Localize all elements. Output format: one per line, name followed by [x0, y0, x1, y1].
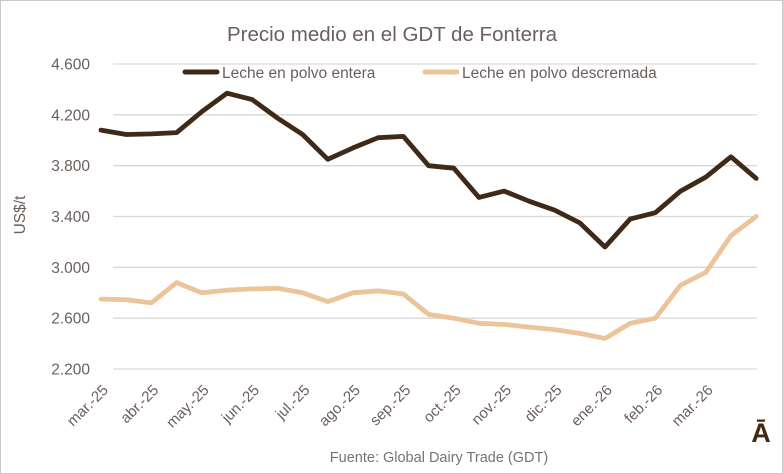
- x-tick-label: jun.-25: [218, 382, 263, 427]
- legend-label-entera: Leche en polvo entera: [222, 65, 376, 82]
- x-tick-label: ago.-25: [316, 382, 364, 430]
- x-tick-label: mar.-26: [669, 382, 717, 430]
- y-tick-label: 3.800: [51, 158, 90, 175]
- series-line-descremada: [98, 214, 759, 341]
- x-tick-label: may.-25: [163, 382, 213, 432]
- series-lines: [98, 90, 759, 341]
- series-line-entera: [98, 90, 759, 250]
- source-caption: Fuente: Global Dairy Trade (GDT): [330, 450, 548, 466]
- x-tick-label: sep.-25: [367, 382, 414, 429]
- y-tick-label: 2.200: [51, 362, 90, 379]
- legend: Leche en polvo entera Leche en polvo des…: [182, 65, 657, 82]
- x-tick-label: nov.-25: [468, 382, 515, 429]
- y-tick-label: 4.600: [51, 57, 90, 74]
- x-tick-label: jul.-25: [272, 382, 314, 424]
- gridlines: [113, 63, 757, 370]
- y-tick-label: 4.200: [51, 107, 90, 124]
- y-tick-label: 3.000: [51, 260, 90, 277]
- x-tick-label: feb.-26: [621, 382, 666, 427]
- x-axis-tick-labels: mar.-25 abr.-25 may.-25 jun.-25 jul.-25 ago.-…: [64, 382, 717, 432]
- y-axis-title: US$/t: [12, 195, 29, 234]
- x-tick-label: dic.-25: [522, 382, 566, 426]
- legend-label-descremada: Leche en polvo descremada: [462, 65, 657, 82]
- x-tick-label: ene.-26: [568, 382, 616, 430]
- x-tick-label: mar.-25: [64, 382, 112, 430]
- x-tick-label: oct.-25: [420, 382, 464, 426]
- x-tick-label: abr.-25: [117, 382, 162, 427]
- y-axis-tick-labels: 4.600 4.200 3.800 3.400 3.000 2.600 2.200: [51, 57, 90, 379]
- y-tick-label: 2.600: [51, 311, 90, 328]
- chart-title: Precio medio en el GDT de Fonterra: [227, 23, 558, 46]
- y-tick-label: 3.400: [51, 209, 90, 226]
- corner-artifact-glyph: Ā: [751, 418, 771, 448]
